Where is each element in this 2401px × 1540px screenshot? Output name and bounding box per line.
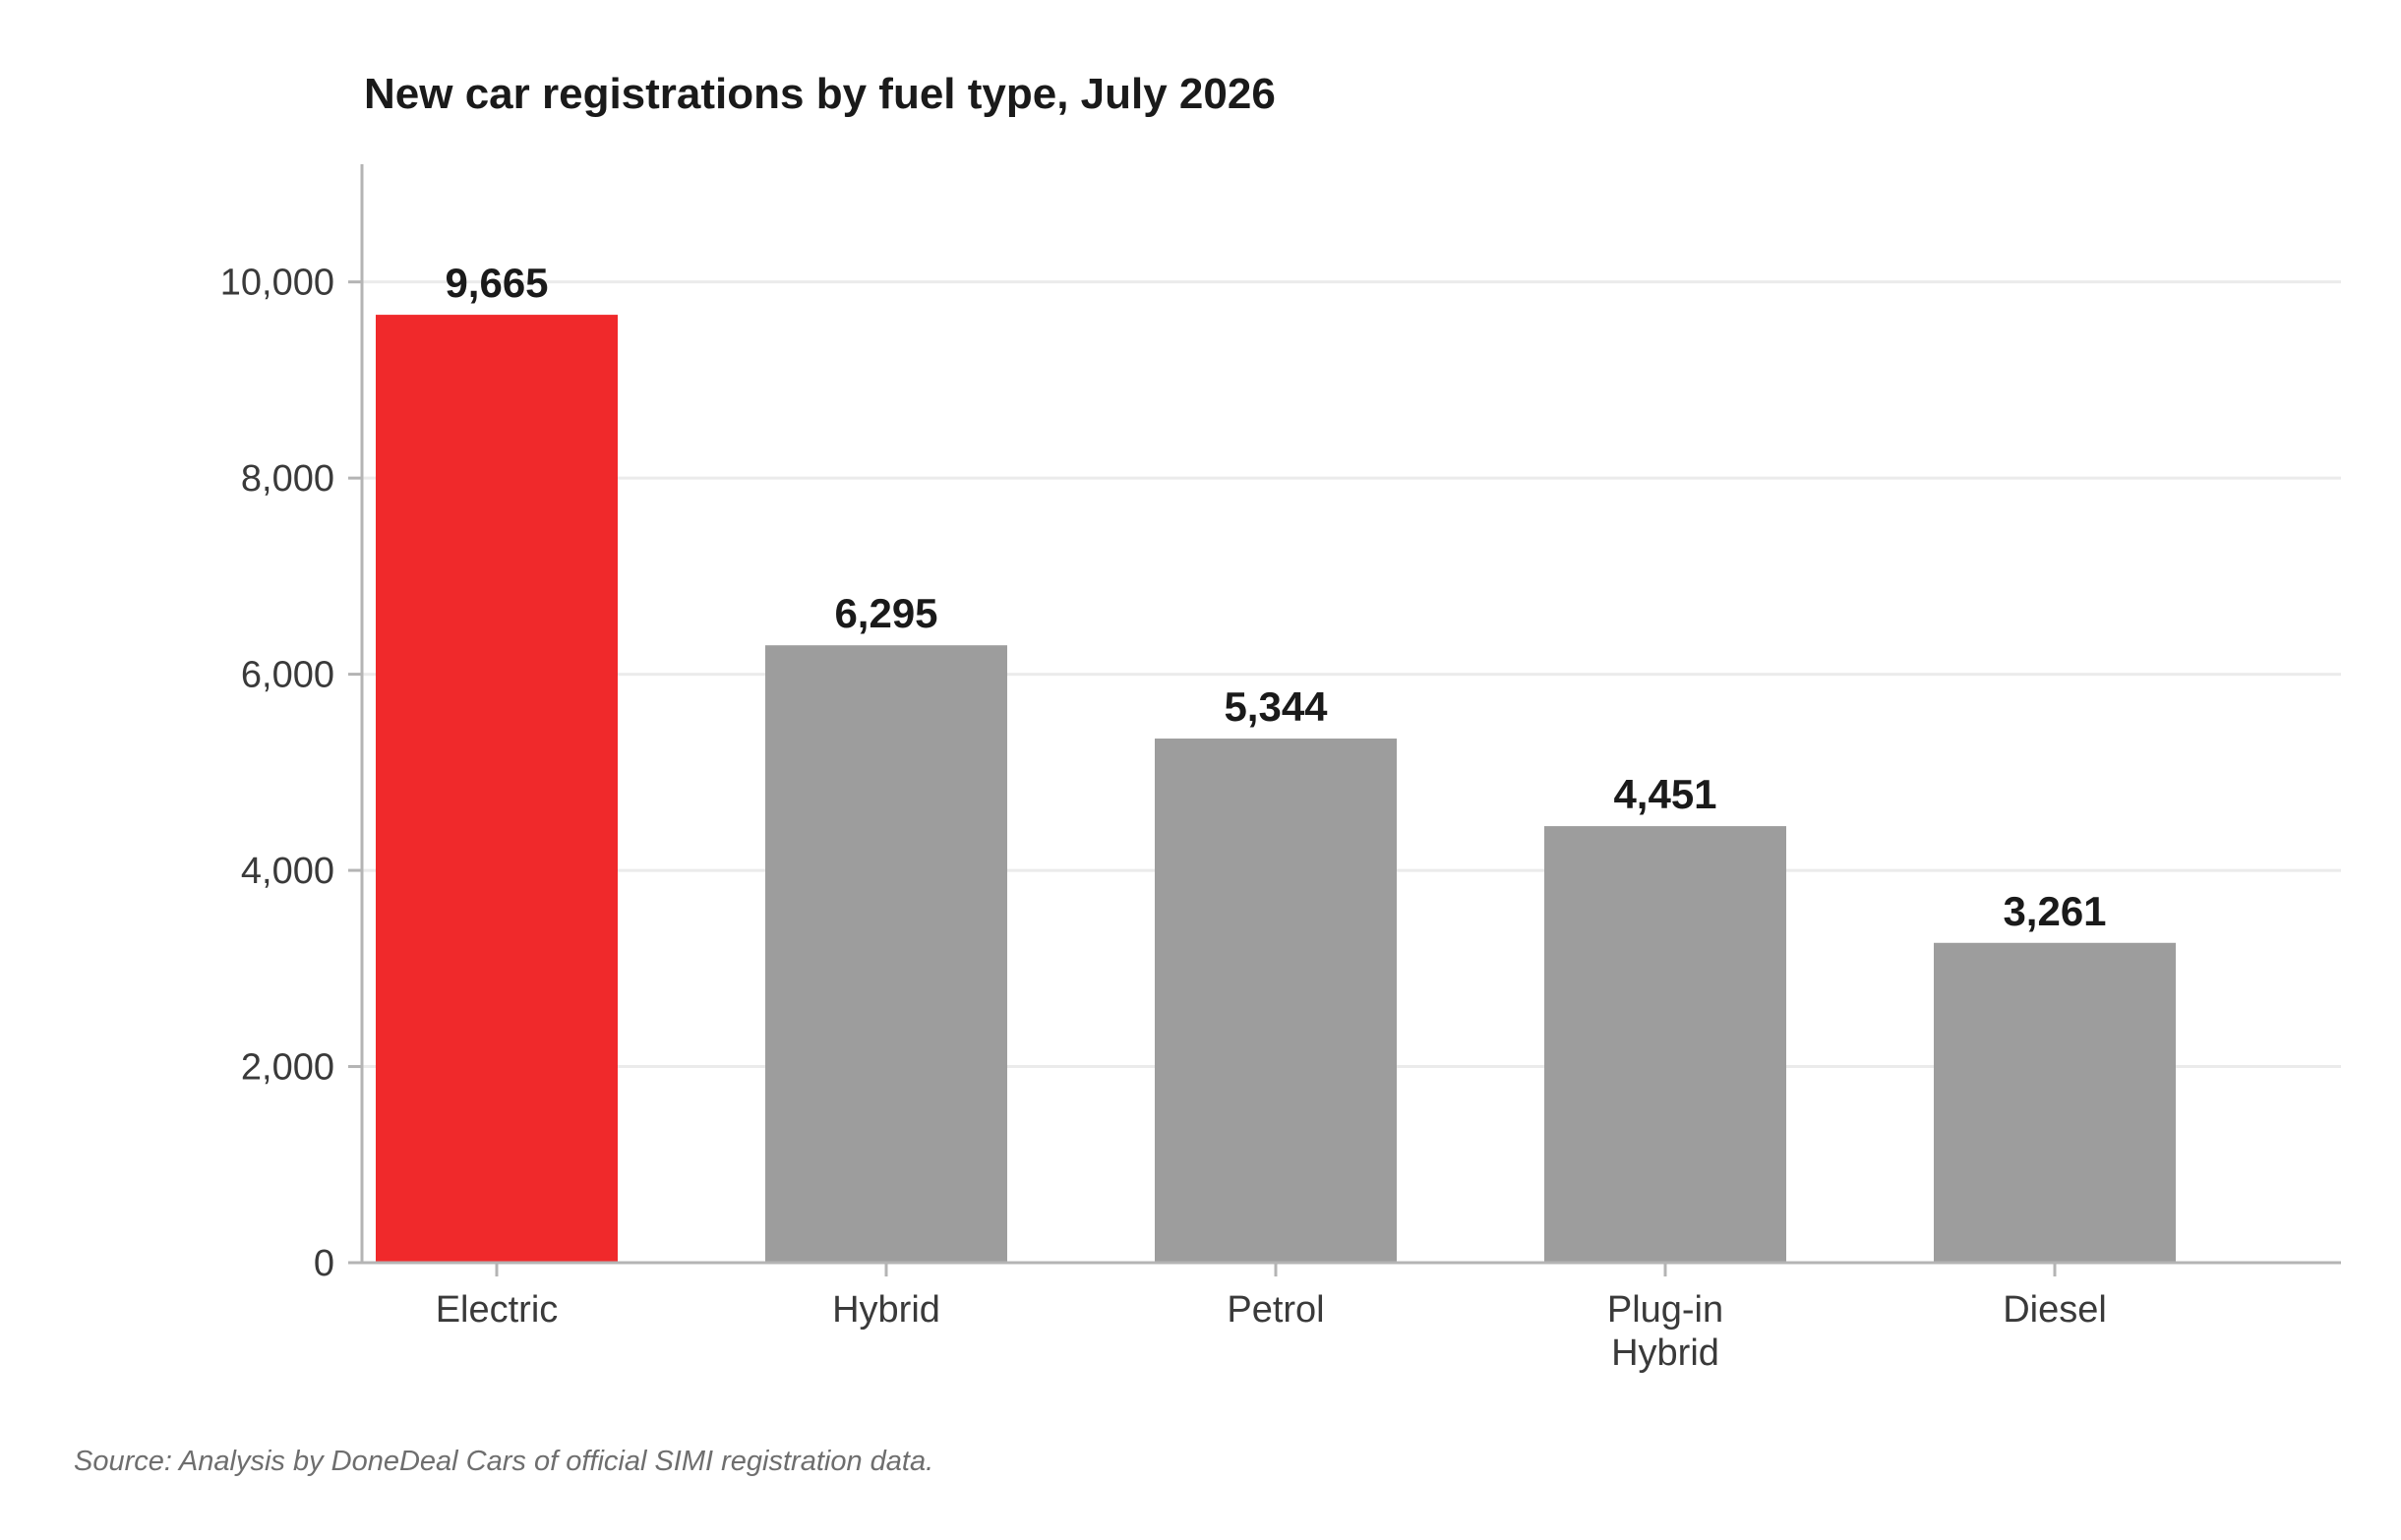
data-label: 3,261 [2003,888,2106,934]
bar [1544,826,1786,1263]
data-label: 4,451 [1613,771,1716,817]
data-label: 5,344 [1224,683,1328,730]
y-tick-label: 10,000 [220,263,334,304]
y-tick-label: 6,000 [241,655,334,696]
source-note: Source: Analysis by DoneDeal Cars of off… [74,1446,933,1477]
x-tick-label: Electric [436,1289,559,1331]
bar [1155,739,1397,1263]
y-tick-label: 0 [314,1243,334,1284]
bars [376,315,2176,1263]
x-tick-label: Diesel [2003,1289,2107,1331]
bar [376,315,618,1263]
x-tick-label: Plug-in [1607,1289,1723,1331]
chart-title: New car registrations by fuel type, July… [364,70,1276,118]
x-tick-label: Hybrid [1611,1333,1719,1374]
labels: 0 2,000 4,000 6,000 8,000 10,000 9,665 Electric… [220,260,2107,1374]
y-tick-label: 8,000 [241,458,334,500]
bar [1934,942,2176,1263]
y-tick-label: 4,000 [241,851,334,892]
axes [348,164,2341,1276]
bar [765,645,1007,1263]
x-tick-label: Hybrid [832,1289,940,1331]
x-tick-label: Petrol [1227,1289,1324,1331]
data-label: 6,295 [834,590,937,636]
y-tick-label: 2,000 [241,1047,334,1089]
data-label: 9,665 [445,260,548,306]
